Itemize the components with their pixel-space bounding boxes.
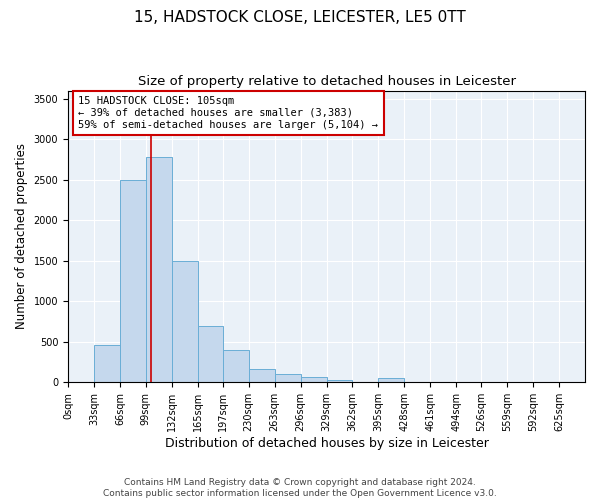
Bar (94, 345, 120, 383)
Bar (146, 157, 172, 382)
Bar (197, 326, 223, 382)
Text: 15 HADSTOCK CLOSE: 105sqm
← 39% of detached houses are smaller (3,383)
59% of se: 15 HADSTOCK CLOSE: 105sqm ← 39% of detac… (79, 96, 379, 130)
Bar (326, 380, 352, 382)
Bar (379, 378, 404, 382)
Text: Contains HM Land Registry data © Crown copyright and database right 2024.
Contai: Contains HM Land Registry data © Crown c… (103, 478, 497, 498)
X-axis label: Distribution of detached houses by size in Leicester: Distribution of detached houses by size … (164, 437, 488, 450)
Bar (249, 370, 275, 382)
Bar (275, 374, 301, 382)
Bar (120, 180, 146, 382)
Bar (223, 350, 249, 382)
Y-axis label: Number of detached properties: Number of detached properties (15, 144, 28, 330)
Text: 15, HADSTOCK CLOSE, LEICESTER, LE5 0TT: 15, HADSTOCK CLOSE, LEICESTER, LE5 0TT (134, 10, 466, 25)
Bar (301, 378, 326, 382)
Bar (172, 261, 197, 382)
Title: Size of property relative to detached houses in Leicester: Size of property relative to detached ho… (137, 75, 515, 88)
